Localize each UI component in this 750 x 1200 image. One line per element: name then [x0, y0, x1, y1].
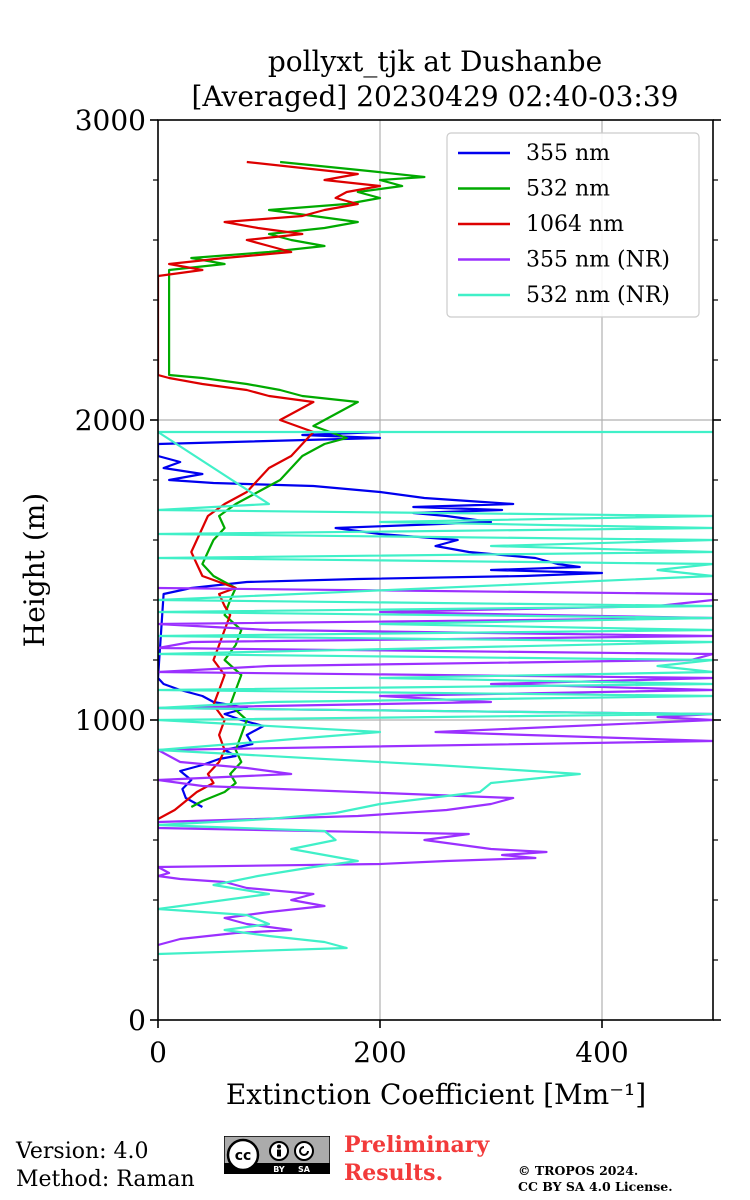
preliminary-line-1: Preliminary [344, 1132, 490, 1158]
copyright-notice: © TROPOS 2024. CC BY SA 4.0 License. [518, 1163, 673, 1195]
x-axis-label: Extinction Coefficient [Mm⁻¹] [226, 1078, 646, 1111]
preliminary-results-notice: Preliminary Results. [344, 1131, 489, 1187]
series-line-1 [168, 160, 426, 808]
legend-label-1: 532 nm [526, 177, 610, 202]
x-tick-label: 0 [149, 1036, 167, 1069]
legend-box [446, 132, 700, 318]
copyright-line-2: CC BY SA 4.0 License. [518, 1179, 673, 1194]
copyright-line-1: © TROPOS 2024. [518, 1163, 639, 1178]
series-line-4 [158, 430, 713, 956]
axis-ticks: 0 200 400 0 1000 2000 3000 [75, 104, 721, 1069]
plot-frame [157, 119, 714, 1021]
sa-icon [294, 1141, 314, 1161]
cc-license-badge: cc BY SA [224, 1136, 330, 1174]
series-lines [158, 160, 713, 956]
legend-label-3: 355 nm (NR) [526, 248, 670, 273]
by-label: BY [273, 1165, 285, 1174]
y-axis-label: Height (m) [18, 493, 51, 647]
y-tick-label: 2000 [75, 404, 146, 437]
legend-label-0: 355 nm [526, 141, 610, 166]
method-text: Method: Raman [16, 1167, 195, 1192]
chart-title: pollyxt_tjk at Dushanbe [268, 45, 602, 78]
y-tick-label: 0 [128, 1004, 146, 1037]
preliminary-line-2: Results. [344, 1160, 444, 1186]
version-text: Version: 4.0 [16, 1139, 149, 1164]
legend: 355 nm 532 nm 1064 nm 355 nm (NR) 532 nm (NR… [446, 132, 700, 318]
cc-icon: cc [235, 1148, 252, 1164]
x-tick-label: 400 [575, 1036, 628, 1069]
x-tick-label: 200 [353, 1036, 406, 1069]
series-line-3 [158, 586, 713, 947]
chart-subtitle: [Averaged] 20230429 02:40-03:39 [192, 80, 679, 113]
series-line-0 [158, 430, 604, 808]
legend-label-2: 1064 nm [526, 212, 624, 237]
footer-meta: Version: 4.0 Method: Raman [16, 1138, 195, 1194]
sa-label: SA [298, 1165, 311, 1174]
y-tick-label: 1000 [75, 704, 146, 737]
legend-label-4: 532 nm (NR) [526, 283, 670, 308]
y-tick-label: 3000 [75, 104, 146, 137]
